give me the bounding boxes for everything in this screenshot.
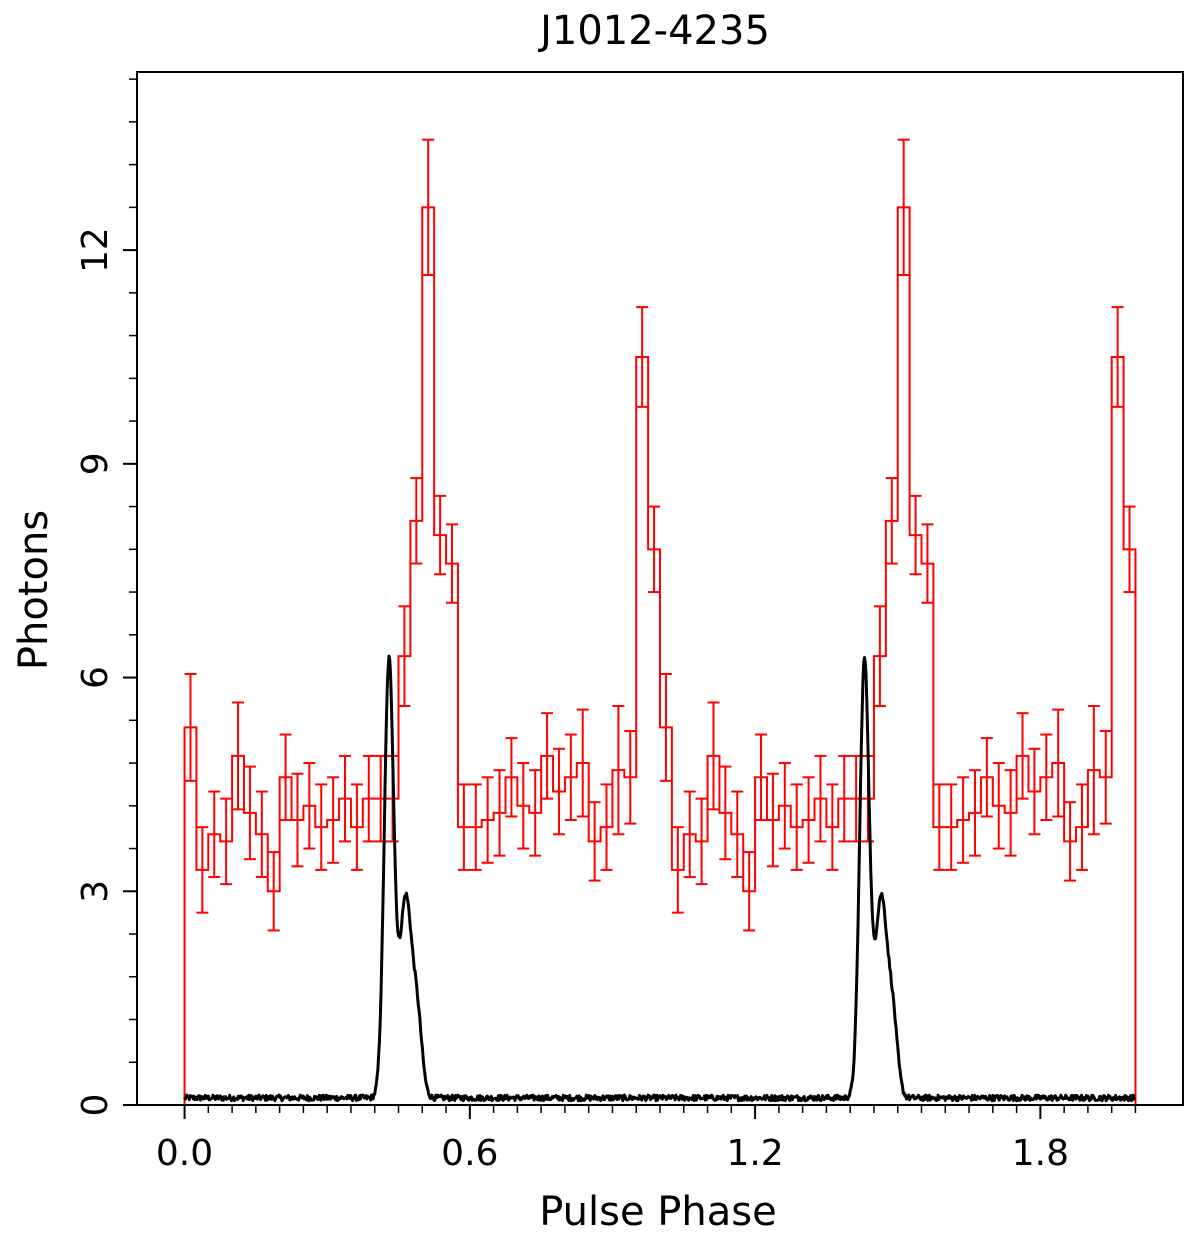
error-bar <box>196 826 209 914</box>
error-bar <box>909 494 922 576</box>
error-bar <box>445 523 458 604</box>
error-bar <box>493 769 506 857</box>
error-bar <box>422 138 435 277</box>
error-bar <box>885 477 898 565</box>
error-bar <box>1111 306 1124 408</box>
error-bar <box>220 797 233 886</box>
y-axis-label: Photons <box>11 510 57 670</box>
x-tick-label: 0.0 <box>156 1133 213 1174</box>
x-tick-label: 0.6 <box>441 1133 498 1174</box>
error-bar <box>921 523 934 604</box>
error-bar <box>208 790 221 879</box>
error-bar <box>469 783 482 871</box>
error-bar <box>529 769 542 857</box>
error-bar <box>232 701 245 811</box>
error-bar <box>1016 712 1029 800</box>
error-bar <box>814 754 827 843</box>
histogram-steps <box>183 206 1137 1105</box>
error-bar <box>517 762 530 850</box>
error-bar <box>457 783 470 871</box>
error-bar <box>636 306 649 408</box>
error-bar <box>398 605 411 708</box>
chart-title: J1012-4235 <box>537 8 770 54</box>
error-bar <box>588 801 601 882</box>
error-bar <box>648 505 661 594</box>
error-bar <box>600 783 613 871</box>
error-bar <box>303 762 316 850</box>
error-bar <box>243 765 256 861</box>
error-bar <box>992 762 1005 850</box>
error-bar <box>1099 729 1112 825</box>
error-bar <box>838 754 851 843</box>
error-bar <box>279 733 292 822</box>
error-bar <box>267 851 280 932</box>
error-bar <box>671 826 684 914</box>
y-tick-label: 0 <box>75 1094 116 1117</box>
axes: 0.0 0.6 1.2 1.8 0 3 6 9 12 <box>75 78 1137 1174</box>
y-tick-label: 12 <box>75 227 116 273</box>
error-bar <box>933 783 946 871</box>
error-bar <box>790 783 803 871</box>
error-bar <box>980 737 993 818</box>
error-bar <box>957 776 970 864</box>
error-bar <box>481 776 494 864</box>
x-tick-label: 1.8 <box>1012 1133 1069 1174</box>
error-bar <box>350 783 363 871</box>
error-bar <box>1028 747 1041 836</box>
plot-content <box>183 138 1137 1105</box>
error-bar <box>873 605 886 708</box>
error-bar <box>695 797 708 886</box>
photon-histogram-series <box>183 206 1137 1105</box>
error-bar <box>897 138 910 277</box>
error-bar <box>826 783 839 871</box>
error-bar <box>434 494 447 576</box>
error-bar <box>564 733 577 822</box>
error-bar <box>339 754 352 843</box>
x-tick-label: 1.2 <box>726 1133 783 1174</box>
error-bar <box>576 708 589 818</box>
error-bar <box>1123 505 1136 594</box>
error-bar <box>755 733 768 822</box>
error-bar <box>719 765 732 861</box>
y-tick-label: 6 <box>75 666 116 689</box>
error-bar <box>707 701 720 811</box>
error-bar <box>1052 708 1065 818</box>
radio-profile-line <box>183 654 1137 1103</box>
x-axis-label: Pulse Phase <box>539 1189 776 1235</box>
error-bar <box>612 705 625 836</box>
error-bar <box>552 747 565 836</box>
error-bar <box>1004 769 1017 857</box>
error-bar <box>968 769 981 857</box>
y-tick-label: 9 <box>75 452 116 475</box>
error-bars <box>184 138 1136 932</box>
error-bar <box>327 776 340 864</box>
error-bar <box>659 672 672 782</box>
error-bar <box>541 712 554 800</box>
error-bar <box>315 783 328 871</box>
error-bar <box>1087 705 1100 836</box>
error-bar <box>255 790 268 879</box>
error-bar <box>184 672 197 782</box>
error-bar <box>1040 733 1053 822</box>
error-bar <box>410 477 423 565</box>
error-bar <box>945 783 958 871</box>
error-bar <box>1075 783 1088 871</box>
error-bar <box>505 737 518 818</box>
error-bar <box>291 772 304 868</box>
error-bar <box>362 754 375 843</box>
error-bar <box>778 762 791 850</box>
y-tick-label: 3 <box>75 880 116 903</box>
error-bar <box>1064 801 1077 882</box>
error-bar <box>624 729 637 825</box>
error-bar <box>766 772 779 868</box>
error-bar <box>802 776 815 864</box>
error-bar <box>683 790 696 879</box>
error-bar <box>743 851 756 932</box>
error-bar <box>731 790 744 879</box>
